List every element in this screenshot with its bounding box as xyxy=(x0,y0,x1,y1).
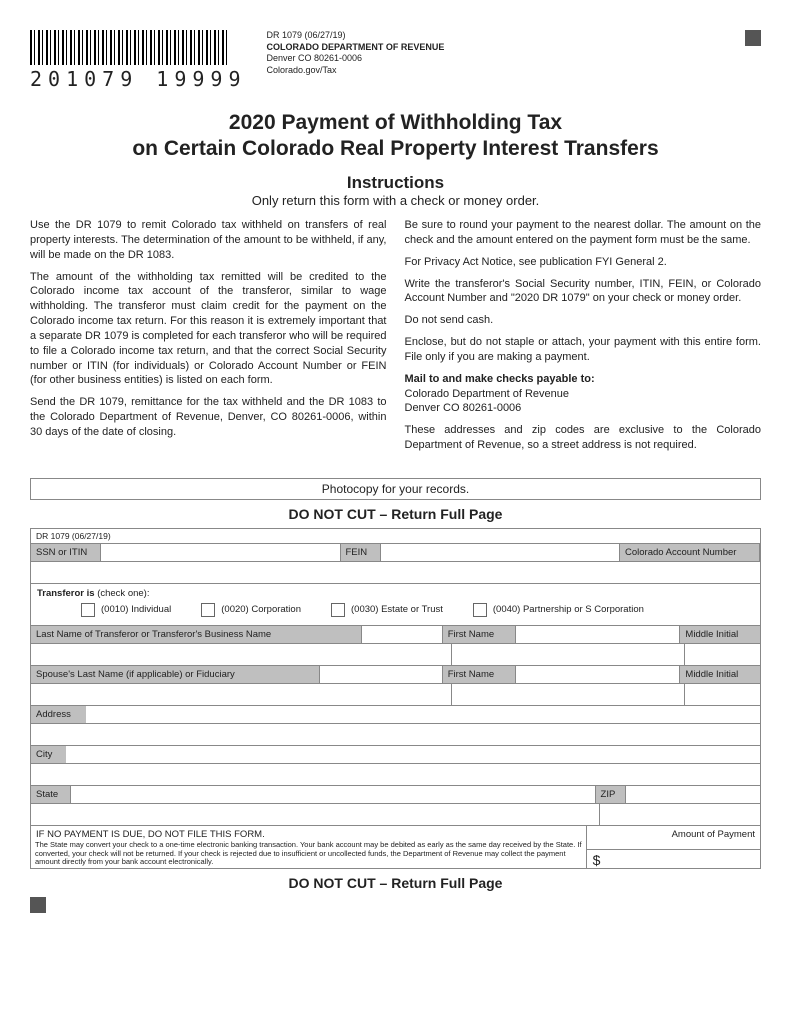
barcode-block: 201079 19999 xyxy=(30,30,247,91)
city-row: City xyxy=(31,745,760,763)
para: Send the DR 1079, remittance for the tax… xyxy=(30,395,387,440)
firstname-field[interactable] xyxy=(452,644,685,665)
fein-label: FEIN xyxy=(341,544,381,561)
para: For Privacy Act Notice, see publication … xyxy=(405,255,762,270)
city-label: City xyxy=(31,746,66,763)
spacer xyxy=(362,626,443,643)
spacer xyxy=(516,626,680,643)
checkbox-row: (0010) Individual (0020) Corporation (00… xyxy=(31,599,760,625)
payment-form: DR 1079 (06/27/19) SSN or ITIN FEIN Colo… xyxy=(30,528,761,869)
instructions-heading: Instructions xyxy=(30,173,761,193)
opt-corporation[interactable]: (0020) Corporation xyxy=(201,603,301,617)
page-title-2: on Certain Colorado Real Property Intere… xyxy=(30,137,761,161)
fein-field[interactable] xyxy=(381,544,621,561)
name-row: Last Name of Transferor or Transferor's … xyxy=(31,625,760,643)
checkbox[interactable] xyxy=(201,603,215,617)
id-blank[interactable] xyxy=(31,561,760,583)
department-info: DR 1079 (06/27/19) COLORADO DEPARTMENT O… xyxy=(267,30,726,77)
do-not-cut-bottom: DO NOT CUT – Return Full Page xyxy=(30,875,761,891)
para: Write the transferor's Social Security n… xyxy=(405,277,762,307)
para: Use the DR 1079 to remit Colorado tax wi… xyxy=(30,218,387,263)
form-code-small: DR 1079 (06/27/19) xyxy=(31,529,760,543)
name-fields xyxy=(31,643,760,665)
corner-marker-top xyxy=(745,30,761,46)
spouse-firstname-field[interactable] xyxy=(452,684,685,705)
opt-individual[interactable]: (0010) Individual xyxy=(81,603,171,617)
para: These addresses and zip codes are exclus… xyxy=(405,423,762,453)
spacer xyxy=(516,666,680,683)
id-row: SSN or ITIN FEIN Colorado Account Number xyxy=(31,543,760,561)
zip-label: ZIP xyxy=(596,786,626,803)
dept-address: Denver CO 80261-0006 xyxy=(267,53,726,65)
address-field[interactable] xyxy=(31,723,760,745)
spouse-lastname-field[interactable] xyxy=(31,684,452,705)
spacer xyxy=(320,666,442,683)
can-label: Colorado Account Number xyxy=(620,544,760,561)
footer xyxy=(30,897,761,913)
ssn-field[interactable] xyxy=(101,544,341,561)
transferor-is: Transferor is xyxy=(37,588,95,599)
do-not-cut-top: DO NOT CUT – Return Full Page xyxy=(30,506,761,522)
checkbox[interactable] xyxy=(473,603,487,617)
dept-site: Colorado.gov/Tax xyxy=(267,65,726,77)
form-code: DR 1079 (06/27/19) xyxy=(267,30,726,42)
opt-partnership[interactable]: (0040) Partnership or S Corporation xyxy=(473,603,644,617)
right-column: Be sure to round your payment to the nea… xyxy=(405,218,762,460)
spacer xyxy=(626,786,760,803)
state-zip-row: State ZIP xyxy=(31,785,760,803)
checkbox[interactable] xyxy=(331,603,345,617)
zip-field[interactable] xyxy=(600,804,760,825)
state-field[interactable] xyxy=(31,804,600,825)
spouse-label: Spouse's Last Name (if applicable) or Fi… xyxy=(31,666,320,683)
para: Be sure to round your payment to the nea… xyxy=(405,218,762,248)
para: Do not send cash. xyxy=(405,313,762,328)
amount-field[interactable]: $ xyxy=(587,850,760,867)
mail-line: Denver CO 80261-0006 xyxy=(405,402,522,414)
payment-row: IF NO PAYMENT IS DUE, DO NOT FILE THIS F… xyxy=(31,825,760,868)
amount-block: Amount of Payment $ xyxy=(587,826,760,868)
corner-marker-bottom xyxy=(30,897,46,913)
amount-label: Amount of Payment xyxy=(587,826,760,850)
spouse-fields xyxy=(31,683,760,705)
mail-line: Colorado Department of Revenue xyxy=(405,388,569,400)
mi-field[interactable] xyxy=(685,644,760,665)
city-field[interactable] xyxy=(31,763,760,785)
photocopy-notice: Photocopy for your records. xyxy=(30,478,761,500)
state-zip-fields xyxy=(31,803,760,825)
lastname-field[interactable] xyxy=(31,644,452,665)
spouse-row: Spouse's Last Name (if applicable) or Fi… xyxy=(31,665,760,683)
mail-label: Mail to and make checks payable to: xyxy=(405,373,595,385)
header: 201079 19999 DR 1079 (06/27/19) COLORADO… xyxy=(30,30,761,91)
check-one: (check one): xyxy=(95,588,150,599)
no-payment-notice: IF NO PAYMENT IS DUE, DO NOT FILE THIS F… xyxy=(31,826,586,840)
barcode-number: 201079 19999 xyxy=(30,67,247,91)
para: The amount of the withholding tax remitt… xyxy=(30,270,387,389)
opt-estate[interactable]: (0030) Estate or Trust xyxy=(331,603,443,617)
ssn-label: SSN or ITIN xyxy=(31,544,101,561)
instructions-sub: Only return this form with a check or mo… xyxy=(30,193,761,208)
spouse-mi-label: Middle Initial xyxy=(680,666,760,683)
fineprint-block: IF NO PAYMENT IS DUE, DO NOT FILE THIS F… xyxy=(31,826,587,868)
barcode xyxy=(30,30,230,65)
checkbox[interactable] xyxy=(81,603,95,617)
state-label: State xyxy=(31,786,71,803)
page-title-1: 2020 Payment of Withholding Tax xyxy=(30,111,761,135)
lastname-label: Last Name of Transferor or Transferor's … xyxy=(31,626,362,643)
instruction-columns: Use the DR 1079 to remit Colorado tax wi… xyxy=(30,218,761,460)
transferor-heading: Transferor is (check one): xyxy=(31,583,760,599)
para: Enclose, but do not staple or attach, yo… xyxy=(405,335,762,365)
spacer xyxy=(71,786,596,803)
address-label: Address xyxy=(31,706,86,723)
mi-label: Middle Initial xyxy=(680,626,760,643)
left-column: Use the DR 1079 to remit Colorado tax wi… xyxy=(30,218,387,460)
firstname-label: First Name xyxy=(443,626,517,643)
spouse-firstname-label: First Name xyxy=(443,666,517,683)
address-row: Address xyxy=(31,705,760,723)
spouse-mi-field[interactable] xyxy=(685,684,760,705)
fine-print: The State may convert your check to a on… xyxy=(31,840,586,868)
dept-name: COLORADO DEPARTMENT OF REVENUE xyxy=(267,42,726,54)
